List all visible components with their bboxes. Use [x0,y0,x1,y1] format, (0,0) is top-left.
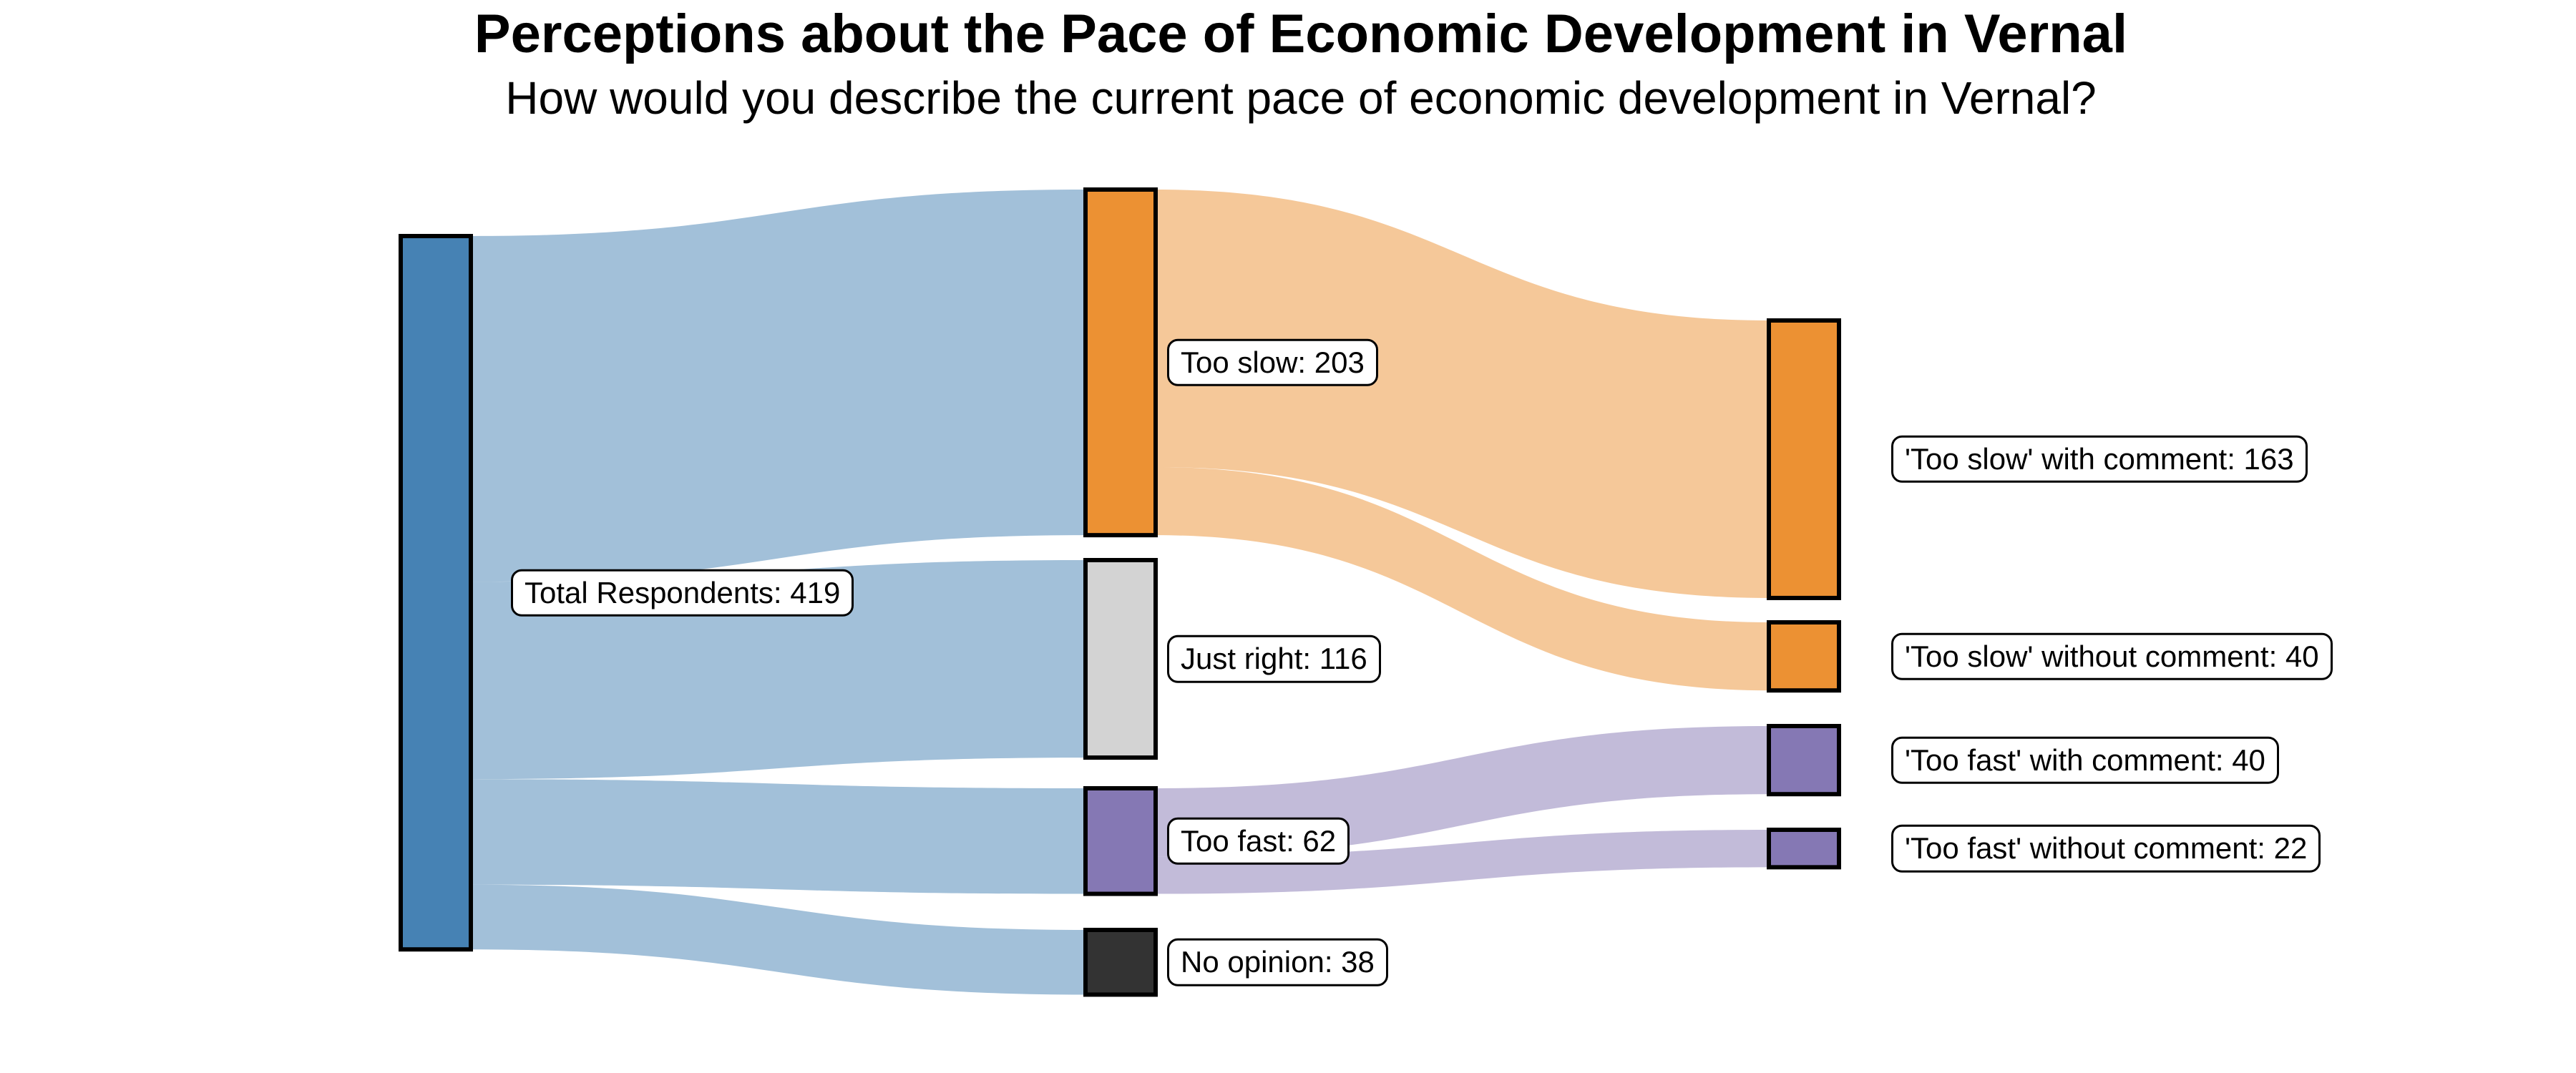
chart-title: Perceptions about the Pace of Economic D… [474,4,2128,64]
node-label-ts_with: 'Too slow' with comment: 163 [1891,435,2308,484]
node-label-tf_with: 'Too fast' with comment: 40 [1891,736,2279,784]
node-label-no_opinion: No opinion: 38 [1167,938,1388,986]
sankey-node-ts_with [1767,318,1841,600]
sankey-link-too_slow-ts_with [1156,190,1769,598]
sankey-nodes-layer [399,187,1841,997]
node-label-total: Total Respondents: 419 [511,569,854,617]
node-label-too_fast: Too fast: 62 [1167,817,1350,866]
sankey-link-too_fast-tf_without [1156,830,1769,894]
sankey-node-ts_without [1767,620,1841,693]
sankey-node-too_slow [1083,187,1158,538]
sankey-link-too_slow-ts_without [1156,466,1769,691]
node-label-just_right: Just right: 116 [1167,635,1381,683]
sankey-link-total-no_opinion [471,884,1085,995]
chart-subtitle: How would you describe the current pace … [505,72,2097,124]
sankey-node-just_right [1083,558,1158,760]
sankey-node-too_fast [1083,786,1158,896]
sankey-node-tf_with [1767,724,1841,797]
node-label-ts_without: 'Too slow' without comment: 40 [1891,632,2333,680]
sankey-node-tf_without [1767,828,1841,870]
sankey-node-total [399,234,473,952]
sankey-link-total-too_slow [471,190,1085,582]
sankey-link-total-too_fast [471,779,1085,894]
node-label-tf_without: 'Too fast' without comment: 22 [1891,824,2321,873]
node-label-too_slow: Too slow: 203 [1167,338,1378,386]
sankey-node-no_opinion [1083,928,1158,997]
